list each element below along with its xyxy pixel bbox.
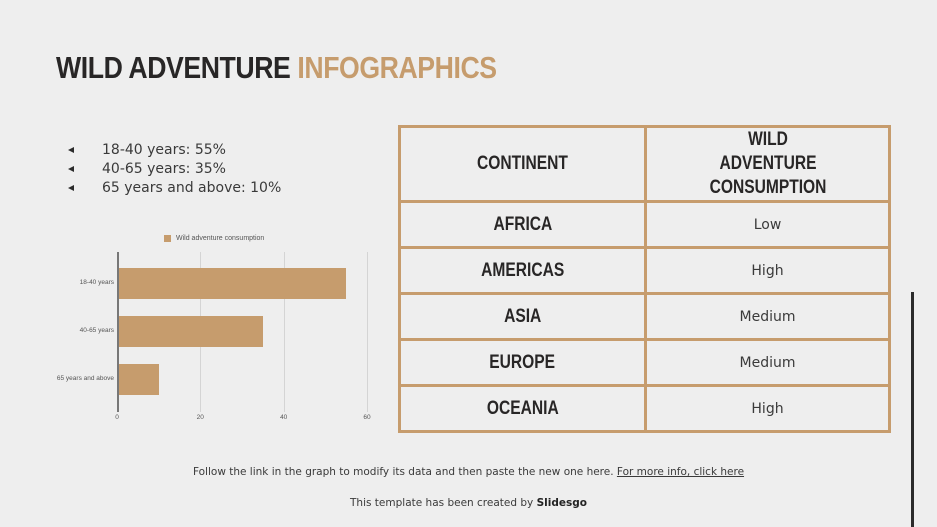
- consumption-cell: High: [644, 246, 891, 295]
- continent-table: CONTINENT WILD ADVENTURE CONSUMPTION AFR…: [398, 125, 891, 433]
- continent-cell: OCEANIA: [398, 384, 647, 433]
- gridline: [367, 252, 368, 412]
- chart-legend: Wild adventure consumption: [164, 235, 264, 242]
- consumption-cell: Low: [644, 200, 891, 249]
- table-row: OCEANIA High: [398, 384, 891, 433]
- footnote: Follow the link in the graph to modify i…: [0, 466, 937, 478]
- bullet-text: 18-40 years: 55%: [102, 141, 226, 158]
- table-row: ASIA Medium: [398, 292, 891, 341]
- y-tick-label: 65 years and above: [56, 375, 114, 382]
- title-part-2: INFOGRAPHICS: [297, 50, 497, 85]
- gridline: [283, 252, 285, 412]
- triangle-left-icon: [68, 165, 74, 172]
- x-tick-label: 0: [115, 414, 119, 421]
- credit-line: This template has been created by Slides…: [0, 497, 937, 509]
- legend-label: Wild adventure consumption: [176, 235, 265, 242]
- y-tick-label: 40-65 years: [79, 327, 114, 334]
- consumption-cell: Medium: [644, 292, 891, 341]
- chart-plot-area: [117, 252, 368, 412]
- bullet-item: 18-40 years: 55%: [68, 140, 281, 159]
- table-row: AMERICAS High: [398, 246, 891, 295]
- x-tick-label: 60: [363, 414, 371, 421]
- consumption-cell: High: [644, 384, 891, 433]
- legend-swatch: [164, 235, 171, 242]
- title-part-1: WILD ADVENTURE: [56, 50, 291, 85]
- y-tick-label: 18-40 years: [79, 279, 114, 286]
- triangle-left-icon: [68, 184, 74, 191]
- table-row: EUROPE Medium: [398, 338, 891, 387]
- triangle-left-icon: [68, 146, 74, 153]
- bar-40-65: [117, 316, 263, 347]
- footnote-text: Follow the link in the graph to modify i…: [192, 466, 614, 478]
- bar-18-40: [117, 268, 347, 299]
- table-header-row: CONTINENT WILD ADVENTURE CONSUMPTION: [398, 125, 891, 203]
- bullet-text: 65 years and above: 10%: [102, 179, 282, 196]
- decorative-vertical-line: [911, 292, 914, 527]
- more-info-link[interactable]: For more info, click here: [616, 466, 745, 478]
- bar-chart[interactable]: Wild adventure consumption 18-40 years 4…: [50, 228, 380, 428]
- continent-cell: ASIA: [398, 292, 647, 341]
- header-consumption: WILD ADVENTURE CONSUMPTION: [644, 125, 891, 203]
- consumption-cell: Medium: [644, 338, 891, 387]
- age-bullet-list: 18-40 years: 55% 40-65 years: 35% 65 yea…: [68, 140, 281, 197]
- bullet-item: 65 years and above: 10%: [68, 178, 281, 197]
- credit-prefix: This template has been created by: [350, 497, 534, 509]
- page-title: WILD ADVENTURE INFOGRAPHICS: [56, 46, 497, 90]
- continent-cell: AFRICA: [398, 200, 647, 249]
- header-continent: CONTINENT: [398, 125, 647, 203]
- bar-65-above: [117, 364, 159, 395]
- bullet-item: 40-65 years: 35%: [68, 159, 281, 178]
- credit-brand: Slidesgo: [536, 497, 587, 509]
- table-row: AFRICA Low: [398, 200, 891, 249]
- y-axis-line: [117, 252, 119, 412]
- x-tick-label: 20: [196, 414, 204, 421]
- continent-cell: AMERICAS: [398, 246, 647, 295]
- bullet-text: 40-65 years: 35%: [102, 160, 226, 177]
- x-tick-label: 40: [280, 414, 288, 421]
- continent-cell: EUROPE: [398, 338, 647, 387]
